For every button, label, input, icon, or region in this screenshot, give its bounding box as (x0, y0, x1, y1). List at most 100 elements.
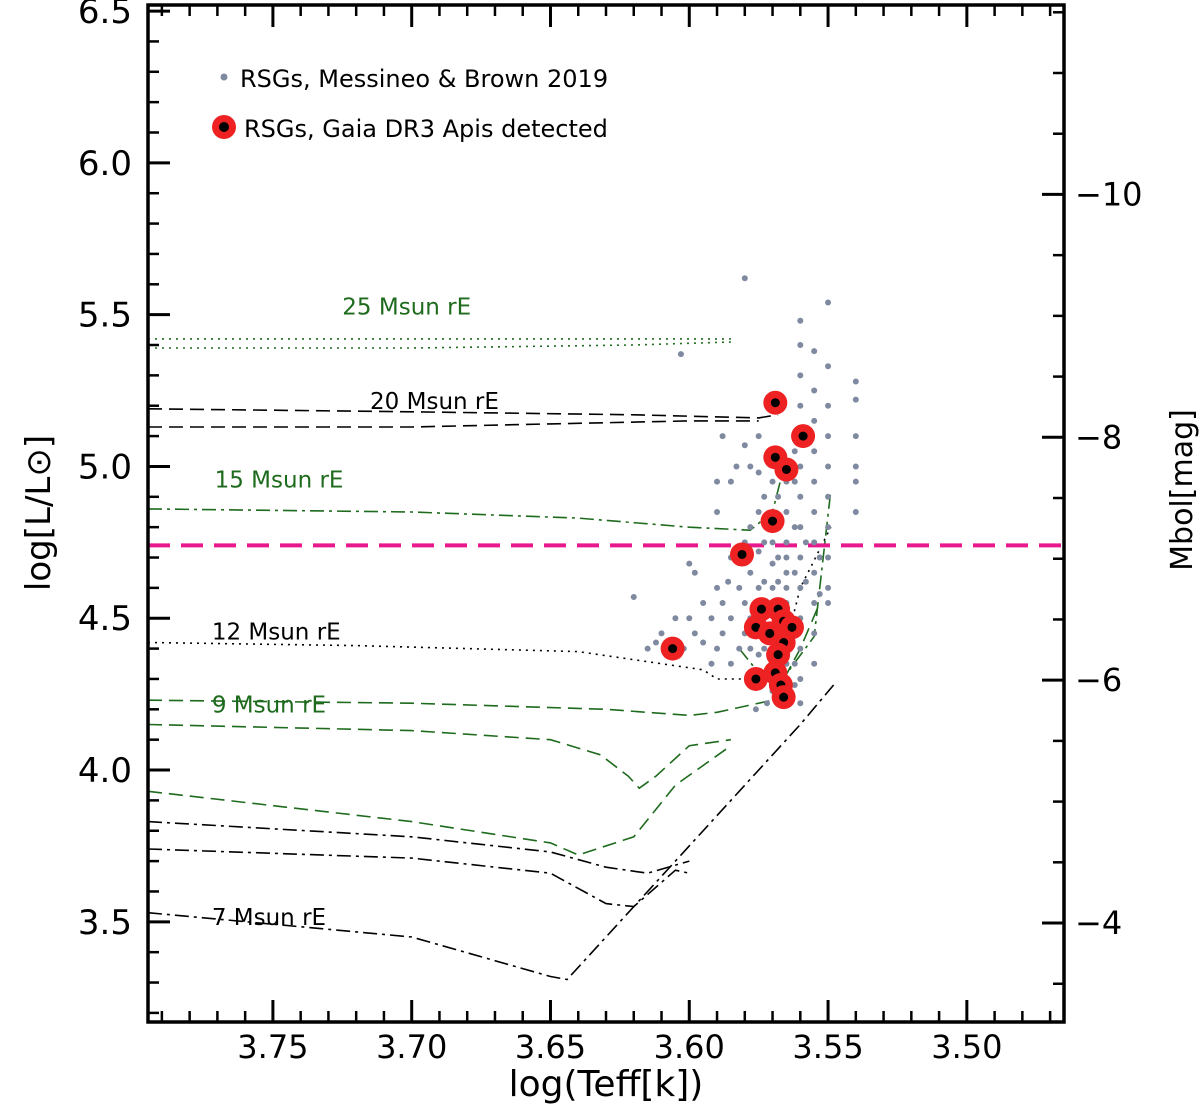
gray-point-44 (791, 478, 798, 485)
x-tick-label-5: 3.50 (931, 1028, 1002, 1066)
gray-point-28 (811, 569, 818, 576)
track-label-1: 20 Msun rE (370, 389, 499, 415)
gray-point-54 (783, 569, 790, 576)
x-tick-label-1: 3.70 (376, 1028, 447, 1066)
gray-point-97 (747, 463, 754, 470)
gray-point-129 (630, 593, 637, 600)
gray-point-26 (811, 508, 818, 515)
red-point-center-7 (756, 604, 766, 614)
gray-point-52 (783, 539, 790, 546)
gray-point-126 (672, 615, 679, 622)
legend-red-label: RSGs, Gaia DR3 Apis detected (244, 115, 608, 143)
track-label-0: 25 Msun rE (342, 295, 471, 321)
gray-point-1 (677, 351, 684, 358)
gray-point-8 (825, 363, 832, 370)
y-tick-label-3: 5.0 (78, 447, 132, 487)
x-tick-label-4: 3.55 (792, 1028, 863, 1066)
red-point-center-18 (779, 692, 789, 702)
gray-point-0 (741, 275, 748, 282)
gray-point-4 (797, 342, 804, 349)
track-1-segment-0 (147, 408, 779, 419)
gray-point-12 (852, 463, 859, 470)
gray-point-36 (797, 524, 804, 531)
gray-point-35 (797, 493, 804, 500)
gray-point-27 (811, 539, 818, 546)
gray-point-45 (791, 524, 798, 531)
gray-point-31 (811, 660, 818, 667)
gray-point-133 (719, 433, 726, 440)
gray-point-29 (811, 600, 818, 607)
right-axis-label: Mbol[mag] (1165, 409, 1200, 571)
track-5-segment-1 (147, 848, 690, 908)
gray-point-90 (755, 469, 762, 476)
gray-point-92 (755, 548, 762, 555)
red-point-center-0 (770, 398, 780, 408)
red-point-center-2 (770, 452, 780, 462)
gray-point-105 (741, 600, 748, 607)
gray-point-103 (741, 442, 748, 449)
y-tick-label-6: 6.5 (78, 0, 132, 32)
gray-point-91 (755, 508, 762, 515)
gray-point-49 (791, 682, 798, 689)
gray-point-11 (852, 433, 859, 440)
gray-point-98 (747, 524, 754, 531)
gray-point-108 (736, 645, 743, 652)
x-tick-label-3: 3.60 (654, 1028, 725, 1066)
gray-point-142 (816, 554, 823, 561)
gray-point-21 (825, 584, 832, 591)
gray-point-131 (733, 463, 740, 470)
gaia-apis-points (660, 390, 816, 710)
gray-point-6 (797, 372, 804, 379)
x-axis-label: log(Teff[k]) (509, 1064, 704, 1105)
gray-point-120 (700, 639, 707, 646)
gray-point-137 (763, 700, 770, 707)
track-1-segment-1 (148, 420, 759, 428)
gray-point-64 (775, 493, 782, 500)
gray-point-53 (783, 554, 790, 561)
gray-point-22 (825, 600, 832, 607)
gray-point-115 (714, 584, 721, 591)
gray-point-87 (761, 645, 768, 652)
gray-point-93 (755, 584, 762, 591)
gray-point-77 (769, 584, 776, 591)
legend-gray-label: RSGs, Messineo & Brown 2019 (240, 65, 608, 93)
gray-point-43 (791, 448, 798, 455)
x-axis-ticks: 3.75 3.70 3.65 3.60 3.55 3.50 (160, 5, 1052, 1066)
gray-point-2 (797, 317, 804, 324)
y-axis-ticks: 3.5 4.0 4.5 5.0 5.5 6.0 6.5 (78, 0, 170, 1015)
gray-point-121 (691, 569, 698, 576)
red-point-center-5 (737, 549, 747, 559)
gray-point-17 (825, 463, 832, 470)
gray-point-66 (775, 554, 782, 561)
gray-point-48 (791, 660, 798, 667)
gray-point-114 (714, 478, 721, 485)
track-5-segment-0 (147, 820, 690, 875)
gray-point-9 (852, 378, 859, 385)
right-tick-label-2: −8 (1075, 418, 1122, 456)
right-tick-label-0: −4 (1075, 904, 1122, 942)
gray-point-143 (816, 590, 823, 597)
gray-point-37 (797, 554, 804, 561)
gray-point-14 (852, 508, 859, 515)
gray-point-132 (727, 478, 734, 485)
gray-point-30 (811, 630, 818, 637)
gray-point-134 (714, 508, 721, 515)
gray-point-107 (736, 584, 743, 591)
y-tick-label-2: 4.5 (78, 599, 132, 639)
legend-red-marker-center (219, 122, 229, 132)
gray-point-128 (644, 645, 651, 652)
gray-point-117 (708, 615, 715, 622)
gray-point-73 (769, 478, 776, 485)
gray-point-41 (797, 675, 804, 682)
gray-point-38 (797, 584, 804, 591)
gray-point-136 (752, 706, 759, 713)
y-tick-label-1: 4.0 (78, 751, 132, 791)
gray-point-19 (825, 524, 832, 531)
gray-point-10 (852, 396, 859, 403)
red-point-center-4 (768, 516, 778, 526)
red-point-center-12 (765, 628, 775, 638)
gray-point-99 (747, 569, 754, 576)
gray-point-123 (686, 560, 693, 567)
x-tick-label-0: 3.75 (237, 1028, 308, 1066)
gray-point-25 (811, 478, 818, 485)
